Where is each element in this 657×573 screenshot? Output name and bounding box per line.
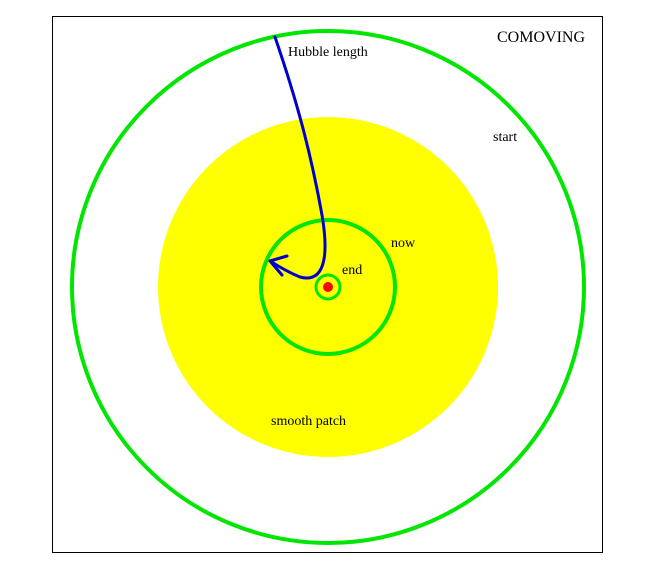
smooth-patch-label: smooth patch [271, 414, 346, 429]
now-label: now [391, 236, 416, 251]
center-point [323, 282, 333, 292]
start-circle [70, 29, 586, 545]
now-circle [259, 218, 397, 356]
hubble-arrowhead [268, 254, 289, 277]
end-label: end [342, 263, 362, 278]
start-label: start [493, 130, 517, 145]
hubble-length-curve [268, 35, 327, 280]
end-circle [314, 273, 342, 301]
hubble-length-label: Hubble length [288, 45, 368, 60]
diagram-title: COMOVING [497, 29, 585, 46]
